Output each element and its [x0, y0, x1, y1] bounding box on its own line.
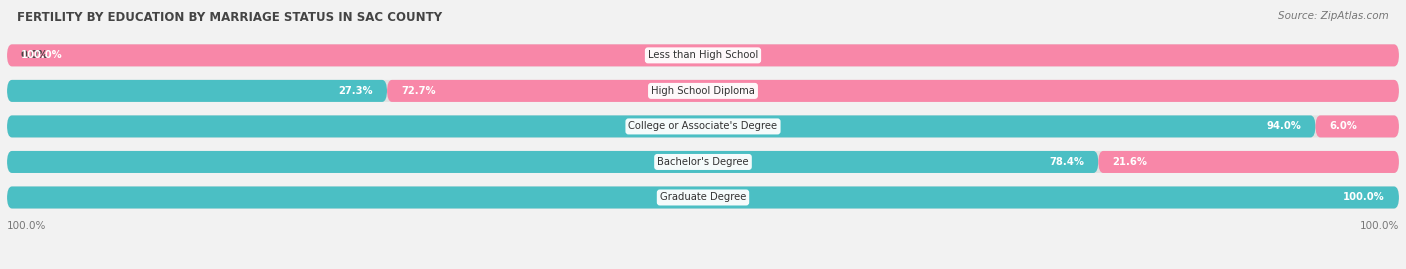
FancyBboxPatch shape: [7, 186, 1399, 208]
FancyBboxPatch shape: [7, 186, 1399, 208]
Text: College or Associate's Degree: College or Associate's Degree: [628, 121, 778, 132]
FancyBboxPatch shape: [7, 44, 1399, 66]
Text: High School Diploma: High School Diploma: [651, 86, 755, 96]
FancyBboxPatch shape: [7, 44, 1399, 66]
FancyBboxPatch shape: [1316, 115, 1399, 137]
Text: 100.0%: 100.0%: [1343, 193, 1385, 203]
Text: 100.0%: 100.0%: [21, 50, 63, 60]
Text: 100.0%: 100.0%: [1360, 221, 1399, 231]
Text: 6.0%: 6.0%: [1330, 121, 1357, 132]
Text: 0.0%: 0.0%: [21, 50, 49, 60]
Text: Bachelor's Degree: Bachelor's Degree: [657, 157, 749, 167]
FancyBboxPatch shape: [7, 80, 1399, 102]
Text: Less than High School: Less than High School: [648, 50, 758, 60]
FancyBboxPatch shape: [7, 151, 1098, 173]
Text: 78.4%: 78.4%: [1049, 157, 1084, 167]
Text: 72.7%: 72.7%: [401, 86, 436, 96]
FancyBboxPatch shape: [7, 115, 1316, 137]
FancyBboxPatch shape: [1098, 151, 1399, 173]
FancyBboxPatch shape: [7, 80, 387, 102]
FancyBboxPatch shape: [387, 80, 1399, 102]
Text: 100.0%: 100.0%: [7, 221, 46, 231]
Text: Source: ZipAtlas.com: Source: ZipAtlas.com: [1278, 11, 1389, 21]
FancyBboxPatch shape: [7, 151, 1399, 173]
Text: Graduate Degree: Graduate Degree: [659, 193, 747, 203]
Text: 21.6%: 21.6%: [1112, 157, 1147, 167]
FancyBboxPatch shape: [7, 115, 1399, 137]
Text: 94.0%: 94.0%: [1267, 121, 1302, 132]
Text: FERTILITY BY EDUCATION BY MARRIAGE STATUS IN SAC COUNTY: FERTILITY BY EDUCATION BY MARRIAGE STATU…: [17, 11, 441, 24]
Text: 27.3%: 27.3%: [339, 86, 373, 96]
